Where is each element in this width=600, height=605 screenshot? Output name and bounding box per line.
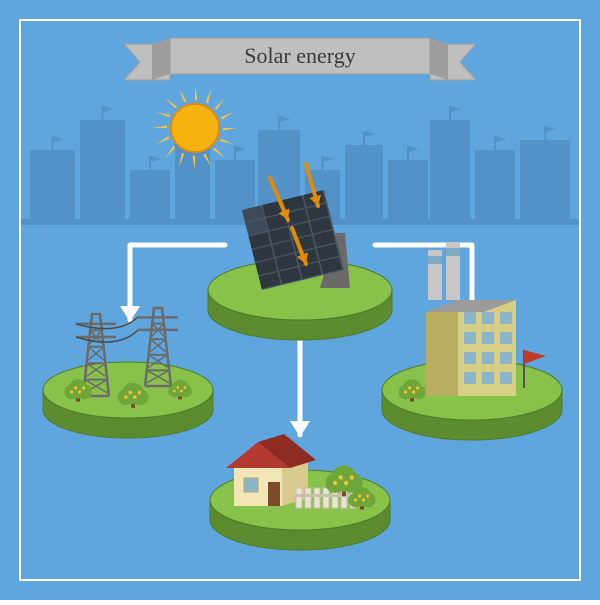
title-text: Solar energy [244,43,355,68]
title-banner: Solar energy [124,38,476,80]
solar-energy-diagram: Solar energy [0,0,600,600]
